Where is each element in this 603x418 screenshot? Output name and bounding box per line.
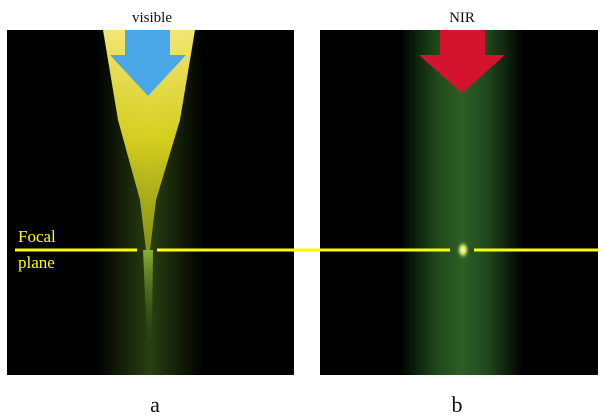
- panel-title: NIR: [449, 10, 475, 26]
- panel-visible: [7, 30, 294, 375]
- panel-label: a: [150, 392, 160, 417]
- panel-nir: [320, 30, 598, 375]
- annotation: Focal: [18, 227, 56, 246]
- panel-label: b: [452, 392, 463, 417]
- annotation: plane: [18, 253, 55, 272]
- panel-title: visible: [132, 10, 172, 26]
